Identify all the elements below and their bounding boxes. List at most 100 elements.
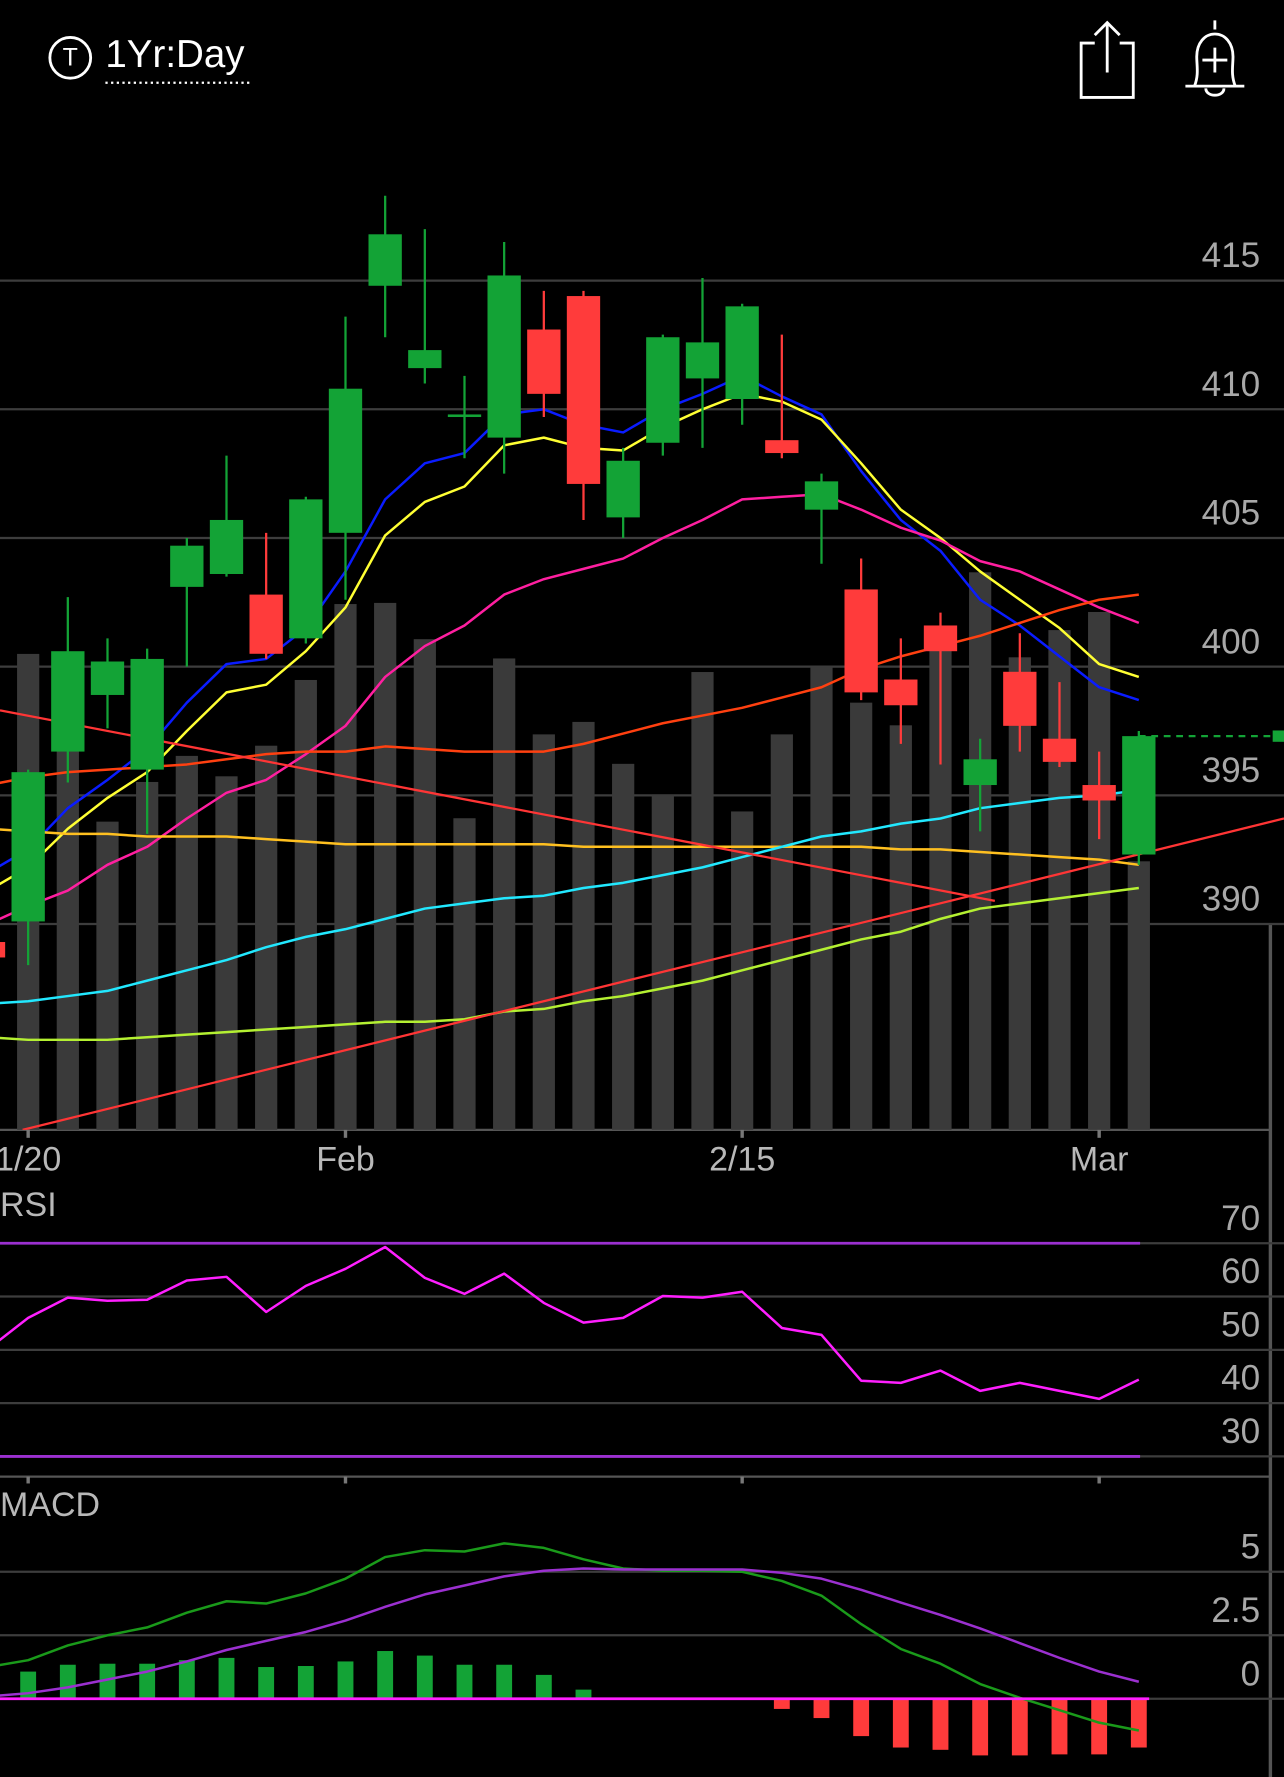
volume-bar xyxy=(850,702,873,1130)
line-series xyxy=(0,374,1140,868)
histogram-bar xyxy=(496,1664,513,1699)
candle-body xyxy=(130,658,164,770)
volume-bar xyxy=(453,818,476,1130)
line-series xyxy=(0,788,1139,1005)
symbol-button[interactable]: T xyxy=(48,35,93,80)
volume-bar xyxy=(929,634,952,1130)
candle-body xyxy=(11,772,45,922)
candle-body xyxy=(289,499,323,639)
line-series xyxy=(0,492,1140,921)
line-series xyxy=(0,1542,1140,1732)
candle-body xyxy=(170,545,204,587)
bell-plus xyxy=(1202,47,1228,73)
histogram-bar xyxy=(575,1689,592,1699)
alert-button[interactable] xyxy=(1185,20,1245,97)
volume-bar xyxy=(532,734,555,1130)
symbol-icon-text: T xyxy=(63,44,78,72)
candle-body xyxy=(209,519,244,575)
x-tick-label: Mar xyxy=(1070,1141,1129,1179)
candle-body xyxy=(1122,736,1156,855)
macd-title: MACD xyxy=(0,1486,100,1524)
volume-bar xyxy=(255,745,278,1130)
line-series xyxy=(0,1245,1140,1401)
histogram-bar xyxy=(258,1667,275,1699)
candle-body xyxy=(0,942,6,958)
candle-body xyxy=(328,388,363,533)
histogram-bar xyxy=(1011,1698,1028,1756)
line-series xyxy=(0,828,1139,867)
histogram-bar xyxy=(1091,1698,1108,1755)
histogram-bar xyxy=(535,1674,552,1699)
y-tick-label: 40 xyxy=(1221,1359,1260,1398)
y-tick-label: 60 xyxy=(1221,1252,1260,1291)
y-tick-label: 5 xyxy=(1241,1527,1261,1566)
y-tick-label: 2.5 xyxy=(1211,1591,1260,1630)
timeframe-button[interactable]: 1Yr:Day xyxy=(105,33,250,84)
volume-bar xyxy=(1127,861,1150,1130)
volume-bar xyxy=(1088,611,1111,1130)
candle-body xyxy=(765,440,799,454)
share-icon-box xyxy=(1079,41,1135,99)
volume-bar xyxy=(651,794,674,1130)
volume-bar xyxy=(810,666,833,1130)
candle-body xyxy=(844,589,878,693)
volume-bar xyxy=(136,781,159,1130)
line-series xyxy=(0,1567,1140,1697)
y-tick-label: 405 xyxy=(1202,494,1261,533)
x-tick-label: Feb xyxy=(316,1141,375,1179)
candle-body xyxy=(487,275,521,438)
candle-body xyxy=(646,337,680,443)
histogram-bar xyxy=(892,1698,909,1748)
volume-bar xyxy=(691,672,714,1130)
plot-area xyxy=(0,195,1284,1130)
y-tick-label: 410 xyxy=(1202,365,1261,404)
candle-body xyxy=(51,651,85,752)
candle-body xyxy=(90,661,125,695)
volume-bar xyxy=(770,734,793,1130)
volume-bar xyxy=(56,702,79,1130)
plot-area xyxy=(0,1241,1284,1458)
histogram-bar xyxy=(853,1698,870,1737)
histogram-bar xyxy=(813,1698,830,1719)
volume-bar xyxy=(334,604,357,1130)
volume-bar xyxy=(175,755,198,1130)
volume-bar xyxy=(294,679,317,1130)
histogram-bar xyxy=(337,1661,354,1699)
candle-body xyxy=(923,625,958,652)
histogram-bar xyxy=(218,1657,235,1699)
histogram-bar xyxy=(456,1664,473,1699)
candle-body xyxy=(447,414,482,418)
x-tick-label: 1/20 xyxy=(0,1141,61,1179)
share-icon-arrow xyxy=(1093,20,1121,73)
timeframe: 1Yr:Day xyxy=(105,33,245,76)
y-tick-label: 400 xyxy=(1202,622,1261,661)
candle-body xyxy=(725,306,759,400)
volume-bar xyxy=(374,602,397,1130)
candle-body xyxy=(566,296,601,484)
y-tick-label: 0 xyxy=(1241,1654,1261,1693)
histogram-bar xyxy=(972,1698,989,1756)
share-button[interactable] xyxy=(1079,20,1135,99)
volume-bar xyxy=(215,776,238,1130)
candle-body xyxy=(685,342,720,379)
histogram-bar xyxy=(377,1651,394,1699)
histogram-bar xyxy=(297,1666,314,1699)
symbol-icon xyxy=(48,35,93,80)
histogram-bar xyxy=(59,1664,76,1699)
candle-body xyxy=(1082,785,1116,801)
candle-body xyxy=(884,679,918,706)
histogram-bar xyxy=(178,1660,195,1699)
histogram-bar xyxy=(932,1698,949,1750)
candle-body xyxy=(408,350,442,369)
candle-body xyxy=(1042,738,1077,762)
candle-body xyxy=(963,759,997,786)
histogram-bar xyxy=(99,1663,116,1699)
histogram-bar xyxy=(1130,1698,1147,1748)
plot-area xyxy=(0,1542,1284,1756)
y-tick-label: 50 xyxy=(1221,1305,1260,1344)
last-price-marker xyxy=(1272,730,1284,742)
volume-bar xyxy=(493,658,516,1130)
y-tick-label: 415 xyxy=(1202,236,1261,275)
